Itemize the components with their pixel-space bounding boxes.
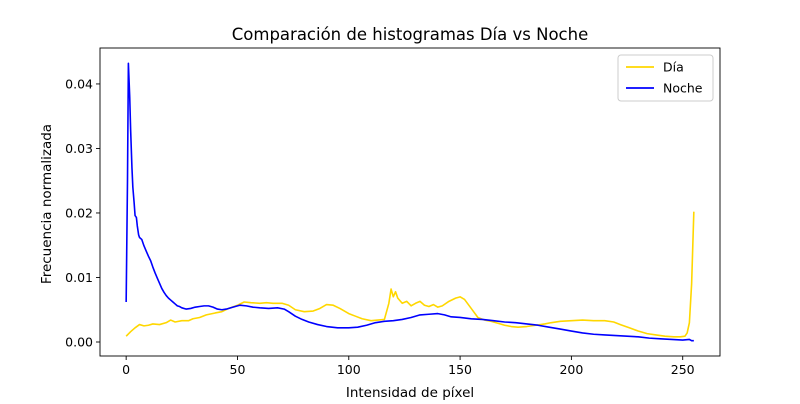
series-line-noche	[125, 62, 694, 342]
plot-frame	[99, 47, 721, 357]
series-layer	[125, 62, 695, 342]
y-tick-label: 0.02	[65, 205, 93, 220]
x-tick-label: 150	[448, 362, 472, 377]
legend-label-dia: Día	[663, 60, 684, 75]
x-tick-label: 200	[559, 362, 583, 377]
x-tick-label: 250	[671, 362, 695, 377]
y-axis-label: Frecuencia normalizada	[39, 124, 55, 284]
chart-title: Comparación de histogramas Día vs Noche	[232, 25, 588, 44]
y-tick-label: 0.01	[65, 270, 93, 285]
axes-layer: 0 50 100 150 200 250 0.00 0.01 0.02 0.03 0.04	[65, 47, 721, 377]
x-tick-label: 100	[337, 362, 361, 377]
x-tick-label: 0	[122, 362, 130, 377]
y-tick-label: 0.04	[65, 76, 93, 91]
y-tick-label: 0.03	[65, 141, 93, 156]
legend: Día Noche	[617, 54, 714, 102]
legend-label-noche: Noche	[663, 81, 703, 96]
x-tick-label: 50	[230, 362, 246, 377]
x-axis-label: Intensidad de píxel	[346, 385, 474, 400]
y-tick-label: 0.00	[65, 335, 93, 350]
series-line-dia	[125, 211, 695, 338]
